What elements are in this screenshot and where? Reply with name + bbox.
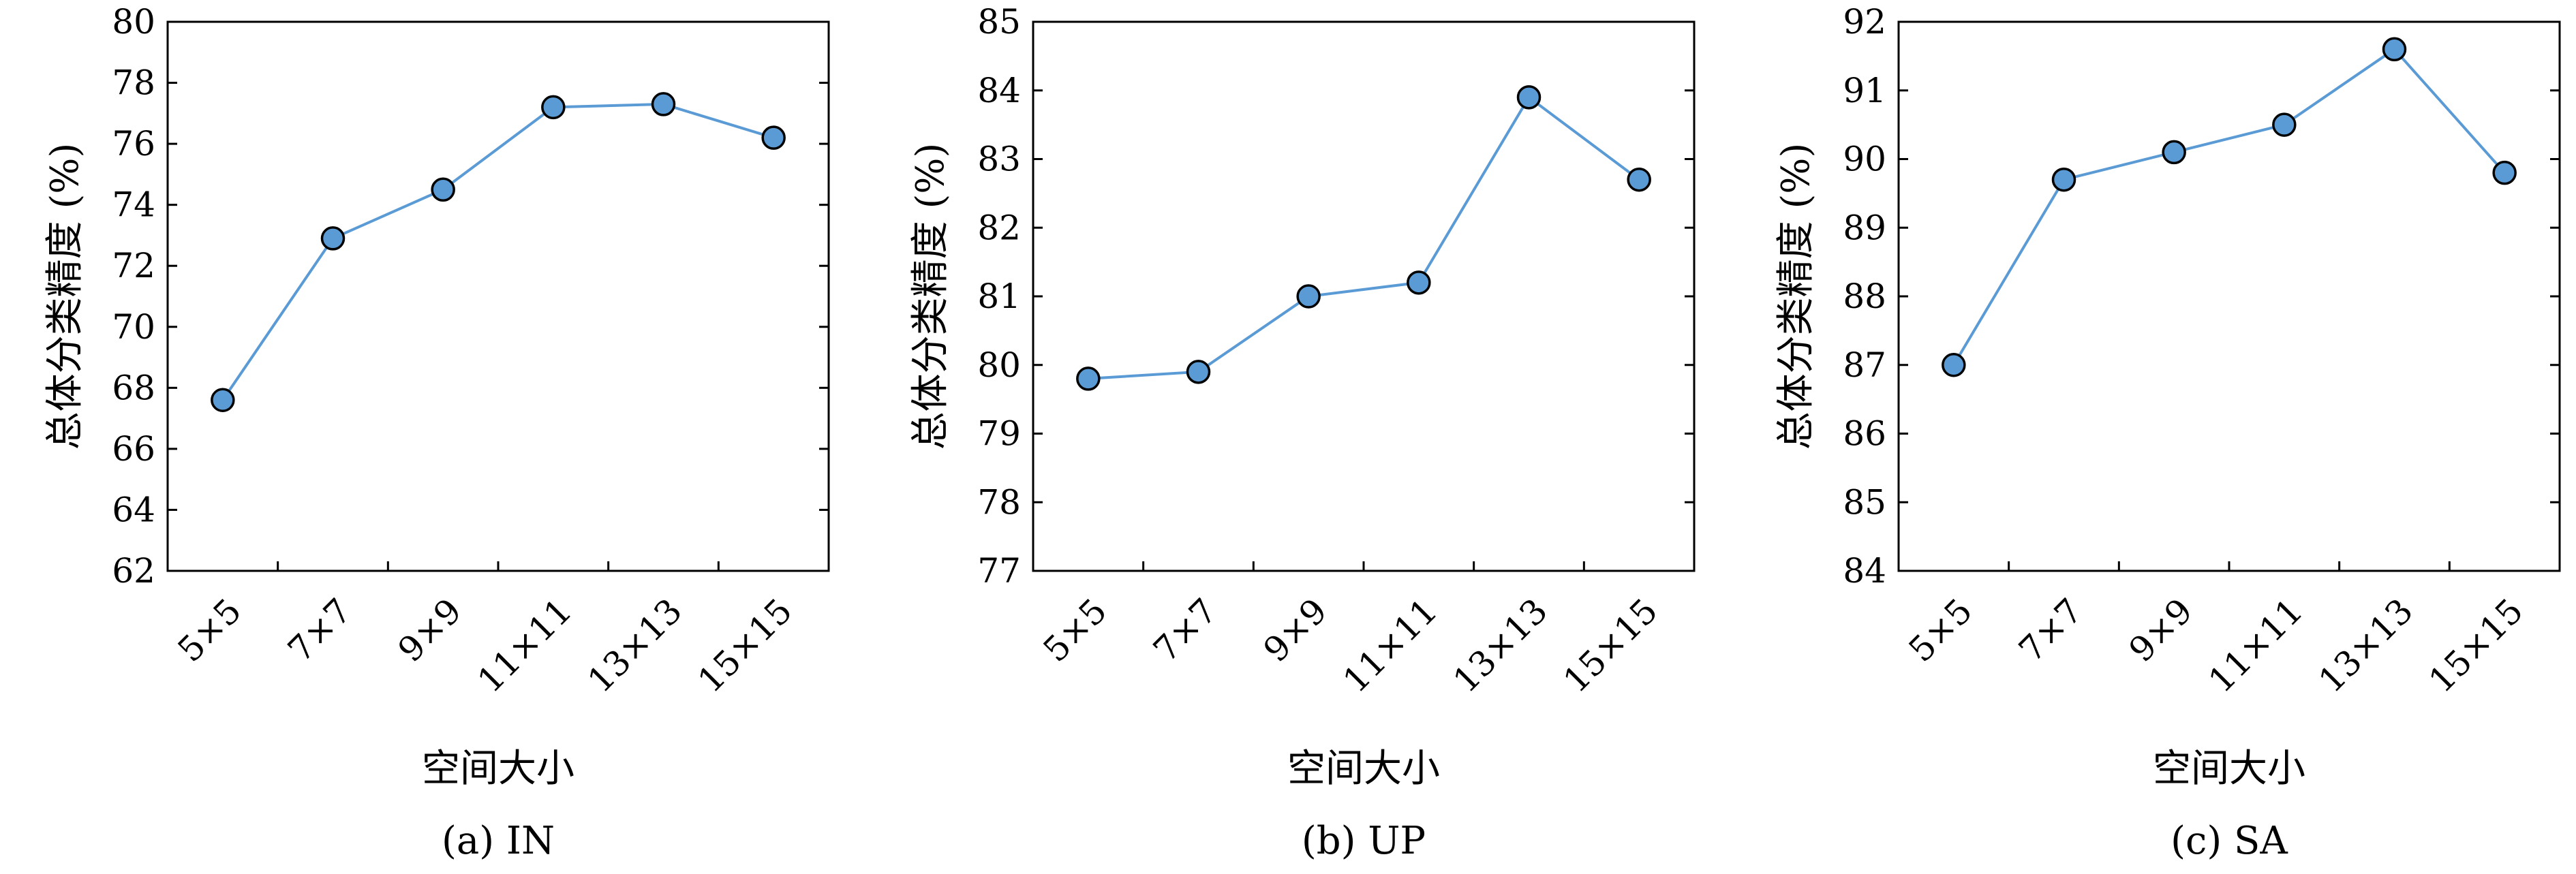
chart-panel-sa: 84 85 86 87 88 89 90 91 92 5×5 7×7 9×9 11×11 13×13 15×… (1774, 2, 2561, 863)
data-point (2162, 140, 2186, 165)
x-tick-label: 7×7 (280, 591, 359, 670)
x-tick-label: 11×11 (1336, 591, 1445, 700)
data-point (1186, 360, 1211, 384)
data-point (1407, 270, 1431, 295)
y-tick-label: 83 (977, 140, 1021, 179)
plot-frame (1032, 20, 1696, 572)
y-tick-label: 80 (112, 2, 155, 42)
y-tick-label: 64 (112, 490, 155, 529)
x-tick-label: 5×5 (170, 591, 249, 670)
y-tick-label: 91 (1843, 71, 1886, 110)
x-tick-label: 11×11 (470, 591, 580, 700)
y-tick-label: 90 (1843, 140, 1886, 179)
y-tick-label: 88 (1843, 277, 1886, 316)
y-tick-label: 77 (977, 551, 1021, 591)
x-tick-label: 13×13 (580, 591, 690, 700)
chart-panel-in: 62 64 66 68 70 72 74 76 78 80 5×5 7×7 9×9 11×11 13×13 1… (43, 2, 830, 863)
y-tick-label: 87 (1843, 345, 1886, 385)
y-axis-title: 总体分类精度 (%) (43, 143, 87, 450)
y-tick-label: 84 (977, 71, 1021, 110)
x-tick-label: 9×9 (1256, 591, 1335, 670)
plot-frame (1897, 20, 2561, 572)
y-tick-label: 78 (112, 63, 155, 103)
chart-panel-up: 77 78 79 80 81 82 83 84 85 5×5 7×7 9×9 11×11 13×13 15×… (908, 2, 1696, 863)
y-tick-label: 78 (977, 482, 1021, 522)
y-tick-label: 89 (1843, 208, 1886, 247)
x-tick-label: 15×15 (1556, 591, 1666, 700)
x-tick-label: 15×15 (2421, 591, 2531, 700)
y-tick-label: 62 (112, 551, 155, 591)
y-tick-label: 81 (977, 277, 1021, 316)
data-point (2382, 37, 2407, 62)
data-point (761, 125, 786, 150)
y-tick-label: 68 (112, 368, 155, 407)
y-tick-label: 74 (112, 185, 155, 225)
subfigure-caption: (a) IN (442, 819, 555, 863)
data-point (2051, 167, 2076, 192)
data-point (431, 177, 455, 202)
data-point (1627, 167, 1651, 192)
x-tick-label: 7×7 (1146, 591, 1225, 670)
series-line (1088, 95, 1640, 380)
data-point (651, 92, 676, 116)
x-tick-label: 13×13 (1445, 591, 1555, 700)
data-point (320, 226, 346, 251)
y-axis-title: 总体分类精度 (%) (908, 143, 953, 450)
x-tick-label: 5×5 (1901, 591, 1980, 670)
x-tick-label: 13×13 (2311, 591, 2421, 700)
data-point (2272, 112, 2297, 137)
data-point (2492, 160, 2517, 185)
series-line (221, 102, 774, 401)
y-tick-label: 76 (112, 124, 155, 163)
x-tick-label: 5×5 (1036, 591, 1115, 670)
data-point (1076, 366, 1101, 391)
x-tick-label: 11×11 (2201, 591, 2311, 700)
y-tick-label: 79 (977, 414, 1021, 454)
y-tick-label: 84 (1843, 551, 1886, 591)
subfigure-caption: (c) SA (2171, 819, 2288, 863)
y-tick-label: 80 (977, 345, 1021, 385)
y-tick-label: 72 (112, 246, 155, 285)
y-tick-label: 86 (1843, 414, 1886, 454)
plot-frame (166, 20, 830, 572)
series-line (1952, 47, 2506, 366)
y-tick-label: 66 (112, 429, 155, 469)
subfigure-caption: (b) UP (1302, 819, 1426, 863)
data-point (1942, 353, 1966, 377)
x-axis-title: 空间大小 (2153, 747, 2305, 791)
y-tick-label: 92 (1843, 2, 1886, 42)
data-point (541, 95, 566, 120)
x-tick-label: 15×15 (690, 591, 800, 700)
y-tick-label: 85 (977, 2, 1021, 42)
x-axis-title: 空间大小 (422, 747, 574, 791)
x-tick-label: 9×9 (390, 591, 470, 670)
data-point (1296, 284, 1321, 309)
data-point (1516, 85, 1542, 110)
y-tick-label: 85 (1843, 482, 1886, 522)
y-tick-label: 70 (112, 307, 155, 347)
x-tick-label: 9×9 (2121, 591, 2201, 670)
y-axis-title: 总体分类精度 (%) (1774, 143, 1818, 450)
y-tick-label: 82 (977, 208, 1021, 247)
data-point (211, 388, 235, 412)
x-axis-title: 空间大小 (1287, 747, 1440, 791)
x-tick-label: 7×7 (2011, 591, 2090, 670)
